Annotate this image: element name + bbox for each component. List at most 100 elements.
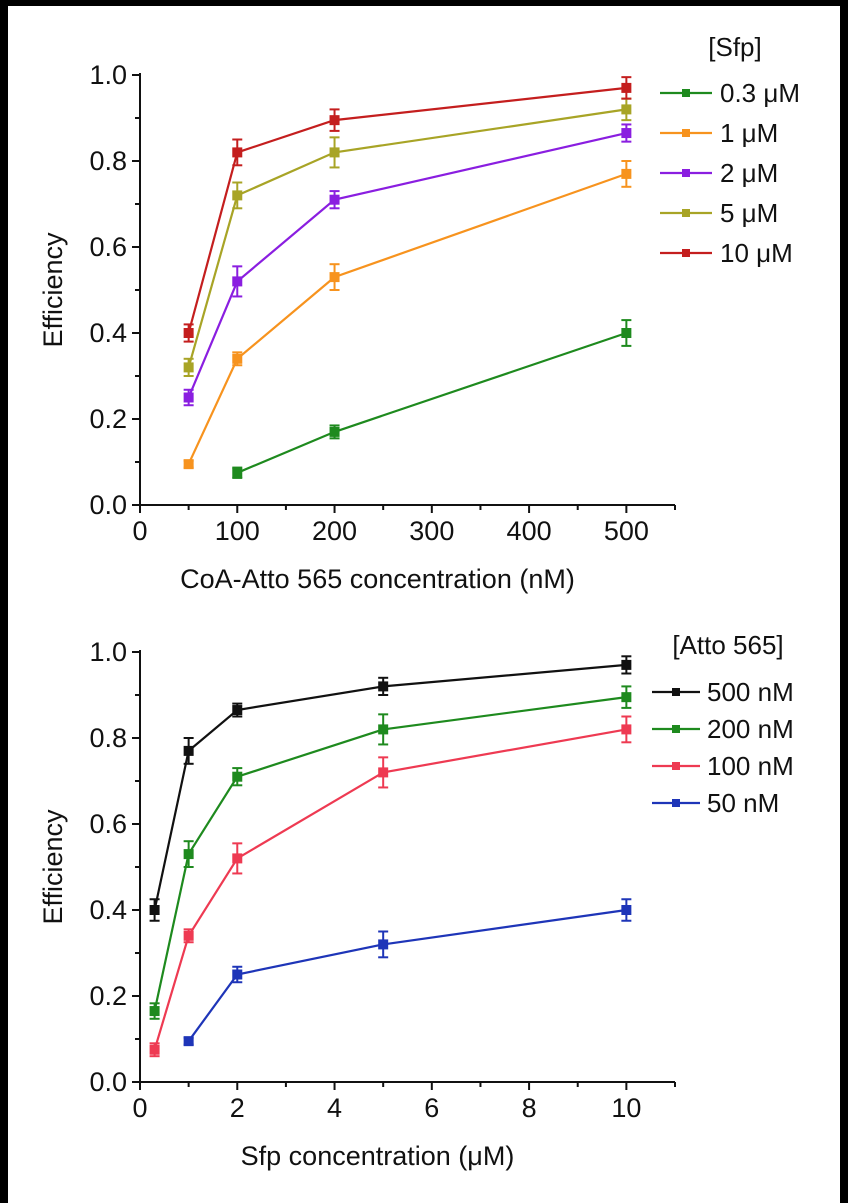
x-tick-label: 0 <box>132 1093 147 1123</box>
data-point <box>329 147 340 158</box>
legend-label: 1 μM <box>720 118 778 148</box>
data-point <box>232 147 243 158</box>
data-point <box>329 194 340 205</box>
legend-label: 500 nM <box>707 677 794 707</box>
data-point <box>621 82 632 93</box>
x-tick-label: 500 <box>604 516 649 546</box>
x-tick-label: 4 <box>327 1093 342 1123</box>
series-2 <box>183 160 632 470</box>
series-2 <box>149 685 632 1020</box>
data-point <box>183 930 194 941</box>
series-line <box>187 108 627 368</box>
chart-2: 0 2 4 6 8 10 0.0 0.2 0.4 0.6 0.8 1.0 Sfp concentrati… <box>38 630 794 1171</box>
legend-marker <box>672 762 680 770</box>
x-tick-label: 8 <box>522 1093 537 1123</box>
y-axis-label: Efficiency <box>38 809 68 925</box>
y-tick-label: 0.8 <box>89 723 127 753</box>
legend-label: 10 μM <box>720 238 793 268</box>
legend-title: [Atto 565] <box>672 630 783 660</box>
series-1 <box>232 319 632 479</box>
legend: [Sfp] 0.3 μM 1 μM 2 μM 5 μM 10 μM <box>660 32 800 268</box>
legend-marker <box>682 89 690 97</box>
series-1 <box>149 655 632 922</box>
x-tick-label: 400 <box>507 516 552 546</box>
data-point <box>183 849 194 860</box>
data-point <box>232 190 243 201</box>
x-tick-label: 100 <box>215 516 260 546</box>
data-point <box>621 128 632 139</box>
legend-marker <box>672 725 680 733</box>
data-point <box>329 272 340 283</box>
series-line <box>187 86 627 334</box>
x-tick-label: 300 <box>409 516 454 546</box>
x-tick-label: 200 <box>312 516 357 546</box>
data-point <box>149 1006 160 1017</box>
data-point <box>232 467 243 478</box>
chart-1: 0 100 200 300 400 500 0.0 0.2 0.4 0.6 0.8 1.0 CoA-At… <box>38 32 800 594</box>
legend-marker <box>682 209 690 217</box>
x-axis-label: Sfp concentration (μM) <box>241 1141 515 1171</box>
data-point <box>378 767 389 778</box>
legend-label: 5 μM <box>720 198 778 228</box>
data-point <box>232 853 243 864</box>
y-tick-label: 0.8 <box>89 146 127 176</box>
x-tick-label: 6 <box>424 1093 439 1123</box>
data-point <box>232 705 243 716</box>
legend-marker <box>682 249 690 257</box>
y-tick-label: 1.0 <box>89 60 127 90</box>
series-line <box>187 132 627 398</box>
legend-label: 2 μM <box>720 158 778 188</box>
data-point <box>183 392 194 403</box>
x-tick-label: 10 <box>611 1093 641 1123</box>
legend-label: 200 nM <box>707 714 794 744</box>
y-tick-label: 1.0 <box>89 637 127 667</box>
series-4 <box>183 97 632 377</box>
data-point <box>621 905 632 915</box>
series-4 <box>183 898 632 1047</box>
data-point <box>329 426 340 437</box>
data-point <box>232 353 243 364</box>
legend: [Atto 565] 500 nM 200 nM 100 nM 50 nM <box>652 630 794 818</box>
data-point <box>232 771 243 782</box>
data-point <box>621 104 632 115</box>
data-point <box>621 168 632 179</box>
data-point <box>621 659 632 670</box>
data-point <box>149 905 160 915</box>
legend-marker <box>682 129 690 137</box>
y-tick-label: 0.6 <box>89 809 127 839</box>
y-tick-label: 0.4 <box>89 318 127 348</box>
data-point <box>183 328 194 338</box>
data-point <box>621 724 632 735</box>
data-point <box>183 459 194 470</box>
series-line <box>153 663 627 911</box>
series-3 <box>149 715 632 1058</box>
y-tick-label: 0.2 <box>89 981 127 1011</box>
data-point <box>149 1044 160 1055</box>
series-line <box>187 172 627 465</box>
legend-marker <box>672 688 680 696</box>
series-line <box>153 696 627 1012</box>
data-point <box>183 1036 194 1047</box>
data-point <box>183 362 194 373</box>
x-tick-label: 0 <box>132 516 147 546</box>
legend-label: 0.3 μM <box>720 78 800 108</box>
y-tick-label: 0.6 <box>89 232 127 262</box>
series-line <box>187 908 627 1042</box>
legend-marker <box>682 169 690 177</box>
series-line <box>153 728 627 1051</box>
x-axis-label: CoA-Atto 565 concentration (nM) <box>180 564 575 594</box>
data-point <box>378 939 389 950</box>
series-line <box>236 331 627 474</box>
data-point <box>378 681 389 692</box>
legend-marker <box>672 799 680 807</box>
y-axis-label: Efficiency <box>38 232 68 348</box>
legend-title: [Sfp] <box>708 32 761 62</box>
data-point <box>232 276 243 287</box>
legend-label: 100 nM <box>707 751 794 781</box>
data-point <box>378 724 389 735</box>
legend-label: 50 nM <box>707 788 779 818</box>
y-tick-label: 0.4 <box>89 895 127 925</box>
y-tick-label: 0.2 <box>89 404 127 434</box>
